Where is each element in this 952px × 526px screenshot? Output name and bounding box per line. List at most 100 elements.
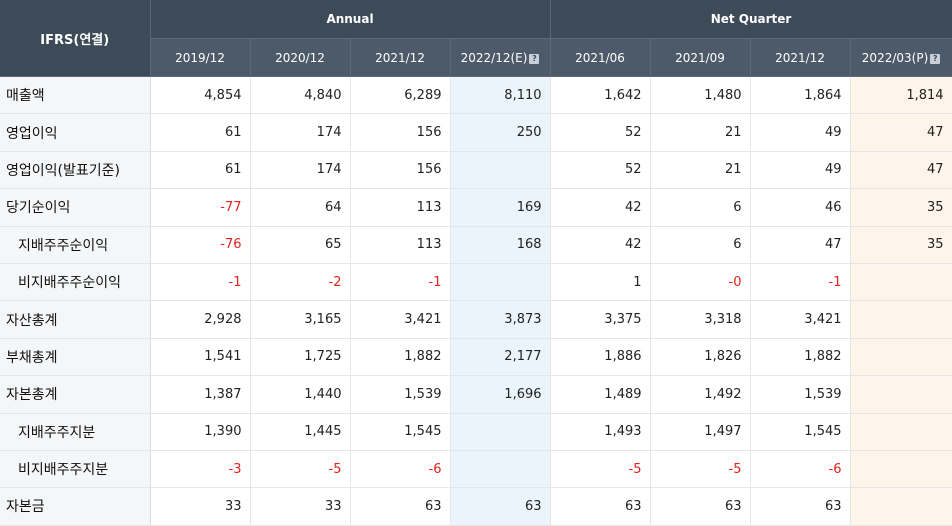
table-cell: 1,440 [250,375,351,414]
table-row: 당기순이익 -77 64 113 169 42 6 46 35 [0,188,952,227]
table-cell: 1,545 [750,413,851,451]
table-cell: 1,539 [750,375,851,414]
table-cell: 1,882 [350,338,451,377]
table-cell: -2 [250,263,351,302]
table-cell: -0 [650,263,751,302]
table-row: 비지배주주순이익 -1 -2 -1 1 -0 -1 [0,263,952,302]
table-cell: 6 [650,188,751,227]
table-cell: 168 [450,226,551,264]
table-cell: 61 [150,151,251,190]
table-cell: 6,289 [350,76,451,115]
table-cell: 63 [750,487,851,526]
row-label: 부채총계 [0,338,151,377]
table-cell: 1,489 [550,375,651,414]
table-cell: 1,864 [750,76,851,115]
table-cell: -6 [750,450,851,489]
table-row: 부채총계 1,541 1,725 1,882 2,177 1,886 1,826 1,882 [0,338,952,377]
period-header: 2021/06 [550,38,651,77]
table-cell: 174 [250,151,351,190]
table-cell: 1,545 [350,413,451,451]
table-cell [450,450,551,489]
table-cell: 64 [250,188,351,227]
table-cell: 42 [550,226,651,264]
table-cell: 1,696 [450,375,551,414]
table-cell: 21 [650,151,751,190]
table-cell: 3,375 [550,300,651,339]
table-cell: 1,390 [150,413,251,451]
table-cell: 63 [550,487,651,526]
row-label: 자본총계 [0,375,151,414]
table-cell: 21 [650,113,751,152]
row-label: 영업이익 [0,113,151,152]
table-cell: -3 [150,450,251,489]
table-cell: 2,177 [450,338,551,377]
row-label: 지배주주지분 [0,413,151,451]
table-cell: 49 [750,151,851,190]
row-header-ifrs: IFRS(연결) [0,0,151,77]
table-cell: 2,928 [150,300,251,339]
period-header-provisional: 2022/03(P)? [850,38,952,77]
table-cell: 63 [650,487,751,526]
table-cell [850,338,952,377]
period-header: 2021/12 [750,38,851,77]
help-icon[interactable]: ? [529,53,540,64]
table-cell: 1,886 [550,338,651,377]
table-cell: 3,421 [750,300,851,339]
table-cell: -1 [750,263,851,302]
table-cell: -5 [250,450,351,489]
table-cell: 47 [750,226,851,264]
table-row: 영업이익(발표기준) 61 174 156 52 21 49 47 [0,151,952,190]
table-cell: 47 [850,113,952,152]
table-cell [850,300,952,339]
table-cell: 1,492 [650,375,751,414]
table-cell: 1,387 [150,375,251,414]
table-cell: 42 [550,188,651,227]
table-row: 매출액 4,854 4,840 6,289 8,110 1,642 1,480 1,864 1,… [0,76,952,115]
table-cell: 1,541 [150,338,251,377]
table-cell: 3,873 [450,300,551,339]
table-cell [850,413,952,451]
row-label: 비지배주주순이익 [0,263,151,302]
table-cell: 3,421 [350,300,451,339]
period-header: 2021/09 [650,38,751,77]
row-label: 매출액 [0,76,151,115]
table-cell: 33 [250,487,351,526]
period-header: 2019/12 [150,38,251,77]
table-cell: -76 [150,226,251,264]
table-cell [850,375,952,414]
table-cell: 4,840 [250,76,351,115]
table-cell: 49 [750,113,851,152]
table-cell: 8,110 [450,76,551,115]
table-cell: 1,814 [850,76,952,115]
table-cell: 1,445 [250,413,351,451]
table-row: 비지배주주지분 -3 -5 -6 -5 -5 -6 [0,450,952,489]
row-label: 비지배주주지분 [0,450,151,489]
table-cell [850,450,952,489]
table-cell: 33 [150,487,251,526]
row-label: 영업이익(발표기준) [0,151,151,190]
table-cell [450,263,551,302]
period-header: 2021/12 [350,38,451,77]
table-cell: 156 [350,113,451,152]
row-label: 자산총계 [0,300,151,339]
period-header-estimate: 2022/12(E)? [450,38,551,77]
table-cell: 113 [350,226,451,264]
table-cell: 113 [350,188,451,227]
help-icon[interactable]: ? [930,53,941,64]
group-header-net-quarter: Net Quarter [550,0,952,39]
table-cell [450,151,551,190]
table-cell: 6 [650,226,751,264]
table-cell: 63 [350,487,451,526]
table-cell: 169 [450,188,551,227]
group-header-annual: Annual [150,0,551,39]
table-cell: 250 [450,113,551,152]
table-cell: 1,493 [550,413,651,451]
table-cell: 1,642 [550,76,651,115]
table-row: 영업이익 61 174 156 250 52 21 49 47 [0,113,952,152]
table-row: 지배주주지분 1,390 1,445 1,545 1,493 1,497 1,545 [0,413,952,451]
table-row: 자산총계 2,928 3,165 3,421 3,873 3,375 3,318 3,421 [0,300,952,339]
table-cell: 1,725 [250,338,351,377]
table-row: 자본금 33 33 63 63 63 63 63 [0,487,952,526]
table-cell: -5 [650,450,751,489]
